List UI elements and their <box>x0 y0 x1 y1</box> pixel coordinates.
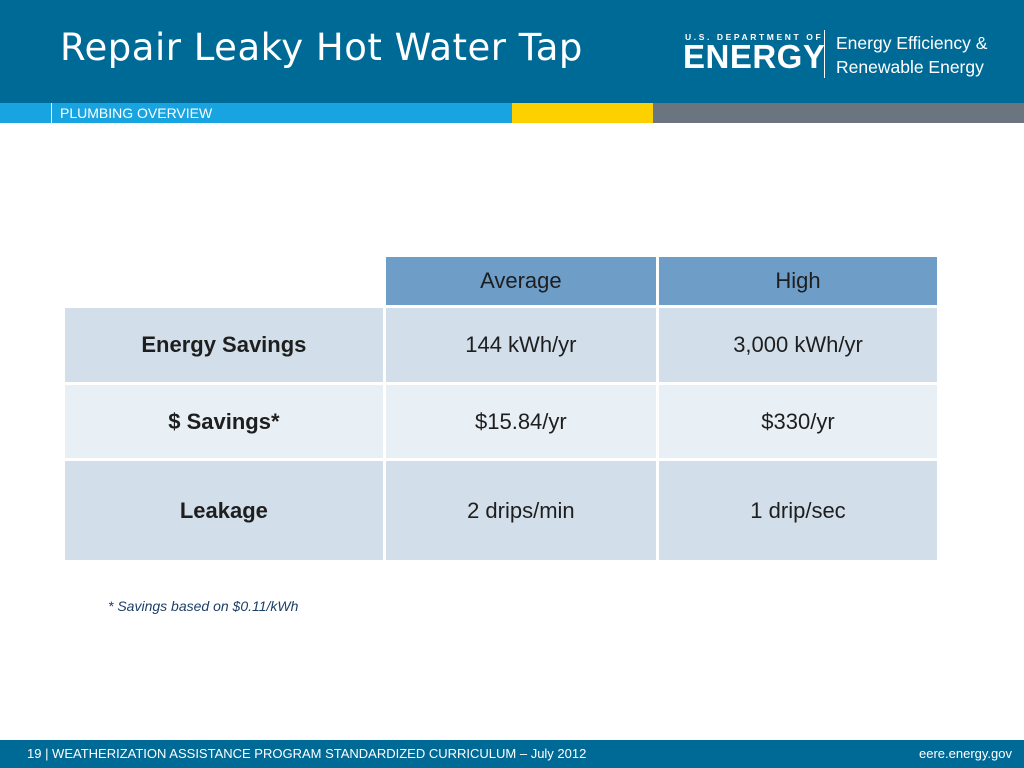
stripe-yellow <box>512 103 653 123</box>
logo-department-text: U.S. DEPARTMENT OF <box>685 32 824 42</box>
cell-dollar-savings-average: $15.84/yr <box>385 385 656 458</box>
table-header-blank <box>65 257 383 305</box>
slide-header <box>0 0 1024 103</box>
stripe-gray <box>653 103 1024 123</box>
footnote: * Savings based on $0.11/kWh <box>108 598 299 614</box>
cell-leakage-average: 2 drips/min <box>385 461 656 560</box>
table-row: $ Savings* $15.84/yr $330/yr <box>65 385 937 458</box>
savings-table: Average High Energy Savings 144 kWh/yr 3… <box>62 254 940 563</box>
stripe-blue <box>0 103 512 123</box>
slide-title: Repair Leaky Hot Water Tap <box>60 26 583 69</box>
logo-energy-wordmark: ENERGY <box>683 38 826 75</box>
table-row: Energy Savings 144 kWh/yr 3,000 kWh/yr <box>65 308 937 382</box>
table-header-average: Average <box>385 257 656 305</box>
logo-program-line-1: Energy Efficiency & <box>836 33 988 53</box>
cell-dollar-savings-high: $330/yr <box>658 385 937 458</box>
row-label-energy-savings: Energy Savings <box>65 308 383 382</box>
table-header-high: High <box>658 257 937 305</box>
logo-program-line-2: Renewable Energy <box>836 57 984 77</box>
row-label-dollar-savings: $ Savings* <box>65 385 383 458</box>
footer-website: eere.energy.gov <box>919 746 1012 761</box>
table-row: Leakage 2 drips/min 1 drip/sec <box>65 461 937 560</box>
row-label-leakage: Leakage <box>65 461 383 560</box>
table-header-row: Average High <box>65 257 937 305</box>
cell-energy-savings-high: 3,000 kWh/yr <box>658 308 937 382</box>
cell-energy-savings-average: 144 kWh/yr <box>385 308 656 382</box>
slide-footer <box>0 740 1024 768</box>
cell-leakage-high: 1 drip/sec <box>658 461 937 560</box>
logo-divider <box>824 30 825 78</box>
section-label: PLUMBING OVERVIEW <box>51 103 212 123</box>
footer-caption: 19 | WEATHERIZATION ASSISTANCE PROGRAM S… <box>27 746 587 761</box>
